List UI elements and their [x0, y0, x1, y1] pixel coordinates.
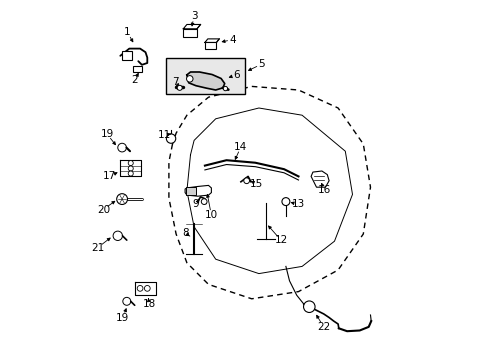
Circle shape: [122, 297, 130, 305]
Circle shape: [244, 178, 249, 184]
Circle shape: [128, 166, 133, 171]
Text: 1: 1: [124, 27, 131, 37]
Bar: [122, 51, 132, 60]
Circle shape: [303, 301, 314, 312]
Text: 18: 18: [142, 299, 155, 309]
Text: 3: 3: [190, 11, 197, 21]
Bar: [133, 66, 142, 72]
Text: 22: 22: [316, 322, 330, 332]
Circle shape: [118, 143, 126, 152]
Text: 2: 2: [131, 75, 138, 85]
Text: 19: 19: [116, 312, 129, 323]
Text: 15: 15: [249, 179, 262, 189]
Text: 10: 10: [204, 210, 218, 220]
Circle shape: [177, 85, 182, 90]
Circle shape: [113, 231, 122, 240]
Circle shape: [223, 86, 227, 91]
Text: 4: 4: [229, 35, 236, 45]
Circle shape: [282, 198, 289, 206]
Text: 20: 20: [97, 204, 110, 215]
Polygon shape: [186, 72, 224, 90]
Circle shape: [201, 199, 206, 204]
Circle shape: [128, 171, 133, 176]
Polygon shape: [185, 185, 211, 196]
Polygon shape: [310, 171, 328, 187]
Bar: [183, 29, 197, 37]
FancyBboxPatch shape: [166, 58, 244, 94]
Text: 16: 16: [317, 185, 330, 195]
Bar: [204, 42, 216, 49]
Text: 6: 6: [233, 70, 240, 80]
Text: 12: 12: [274, 235, 287, 246]
Circle shape: [128, 161, 133, 166]
Text: 21: 21: [91, 243, 104, 253]
Text: 8: 8: [182, 228, 188, 238]
Circle shape: [144, 285, 150, 291]
Circle shape: [166, 134, 175, 143]
Circle shape: [186, 76, 193, 82]
Text: 9: 9: [192, 199, 199, 210]
Text: 7: 7: [172, 77, 178, 87]
Bar: [186, 187, 196, 195]
Text: 5: 5: [258, 59, 264, 69]
Text: 14: 14: [234, 142, 247, 152]
Text: 19: 19: [100, 129, 113, 139]
Text: 17: 17: [102, 171, 116, 181]
Text: 13: 13: [291, 199, 305, 210]
Circle shape: [117, 194, 127, 204]
Text: 11: 11: [158, 130, 171, 140]
Circle shape: [137, 285, 142, 291]
